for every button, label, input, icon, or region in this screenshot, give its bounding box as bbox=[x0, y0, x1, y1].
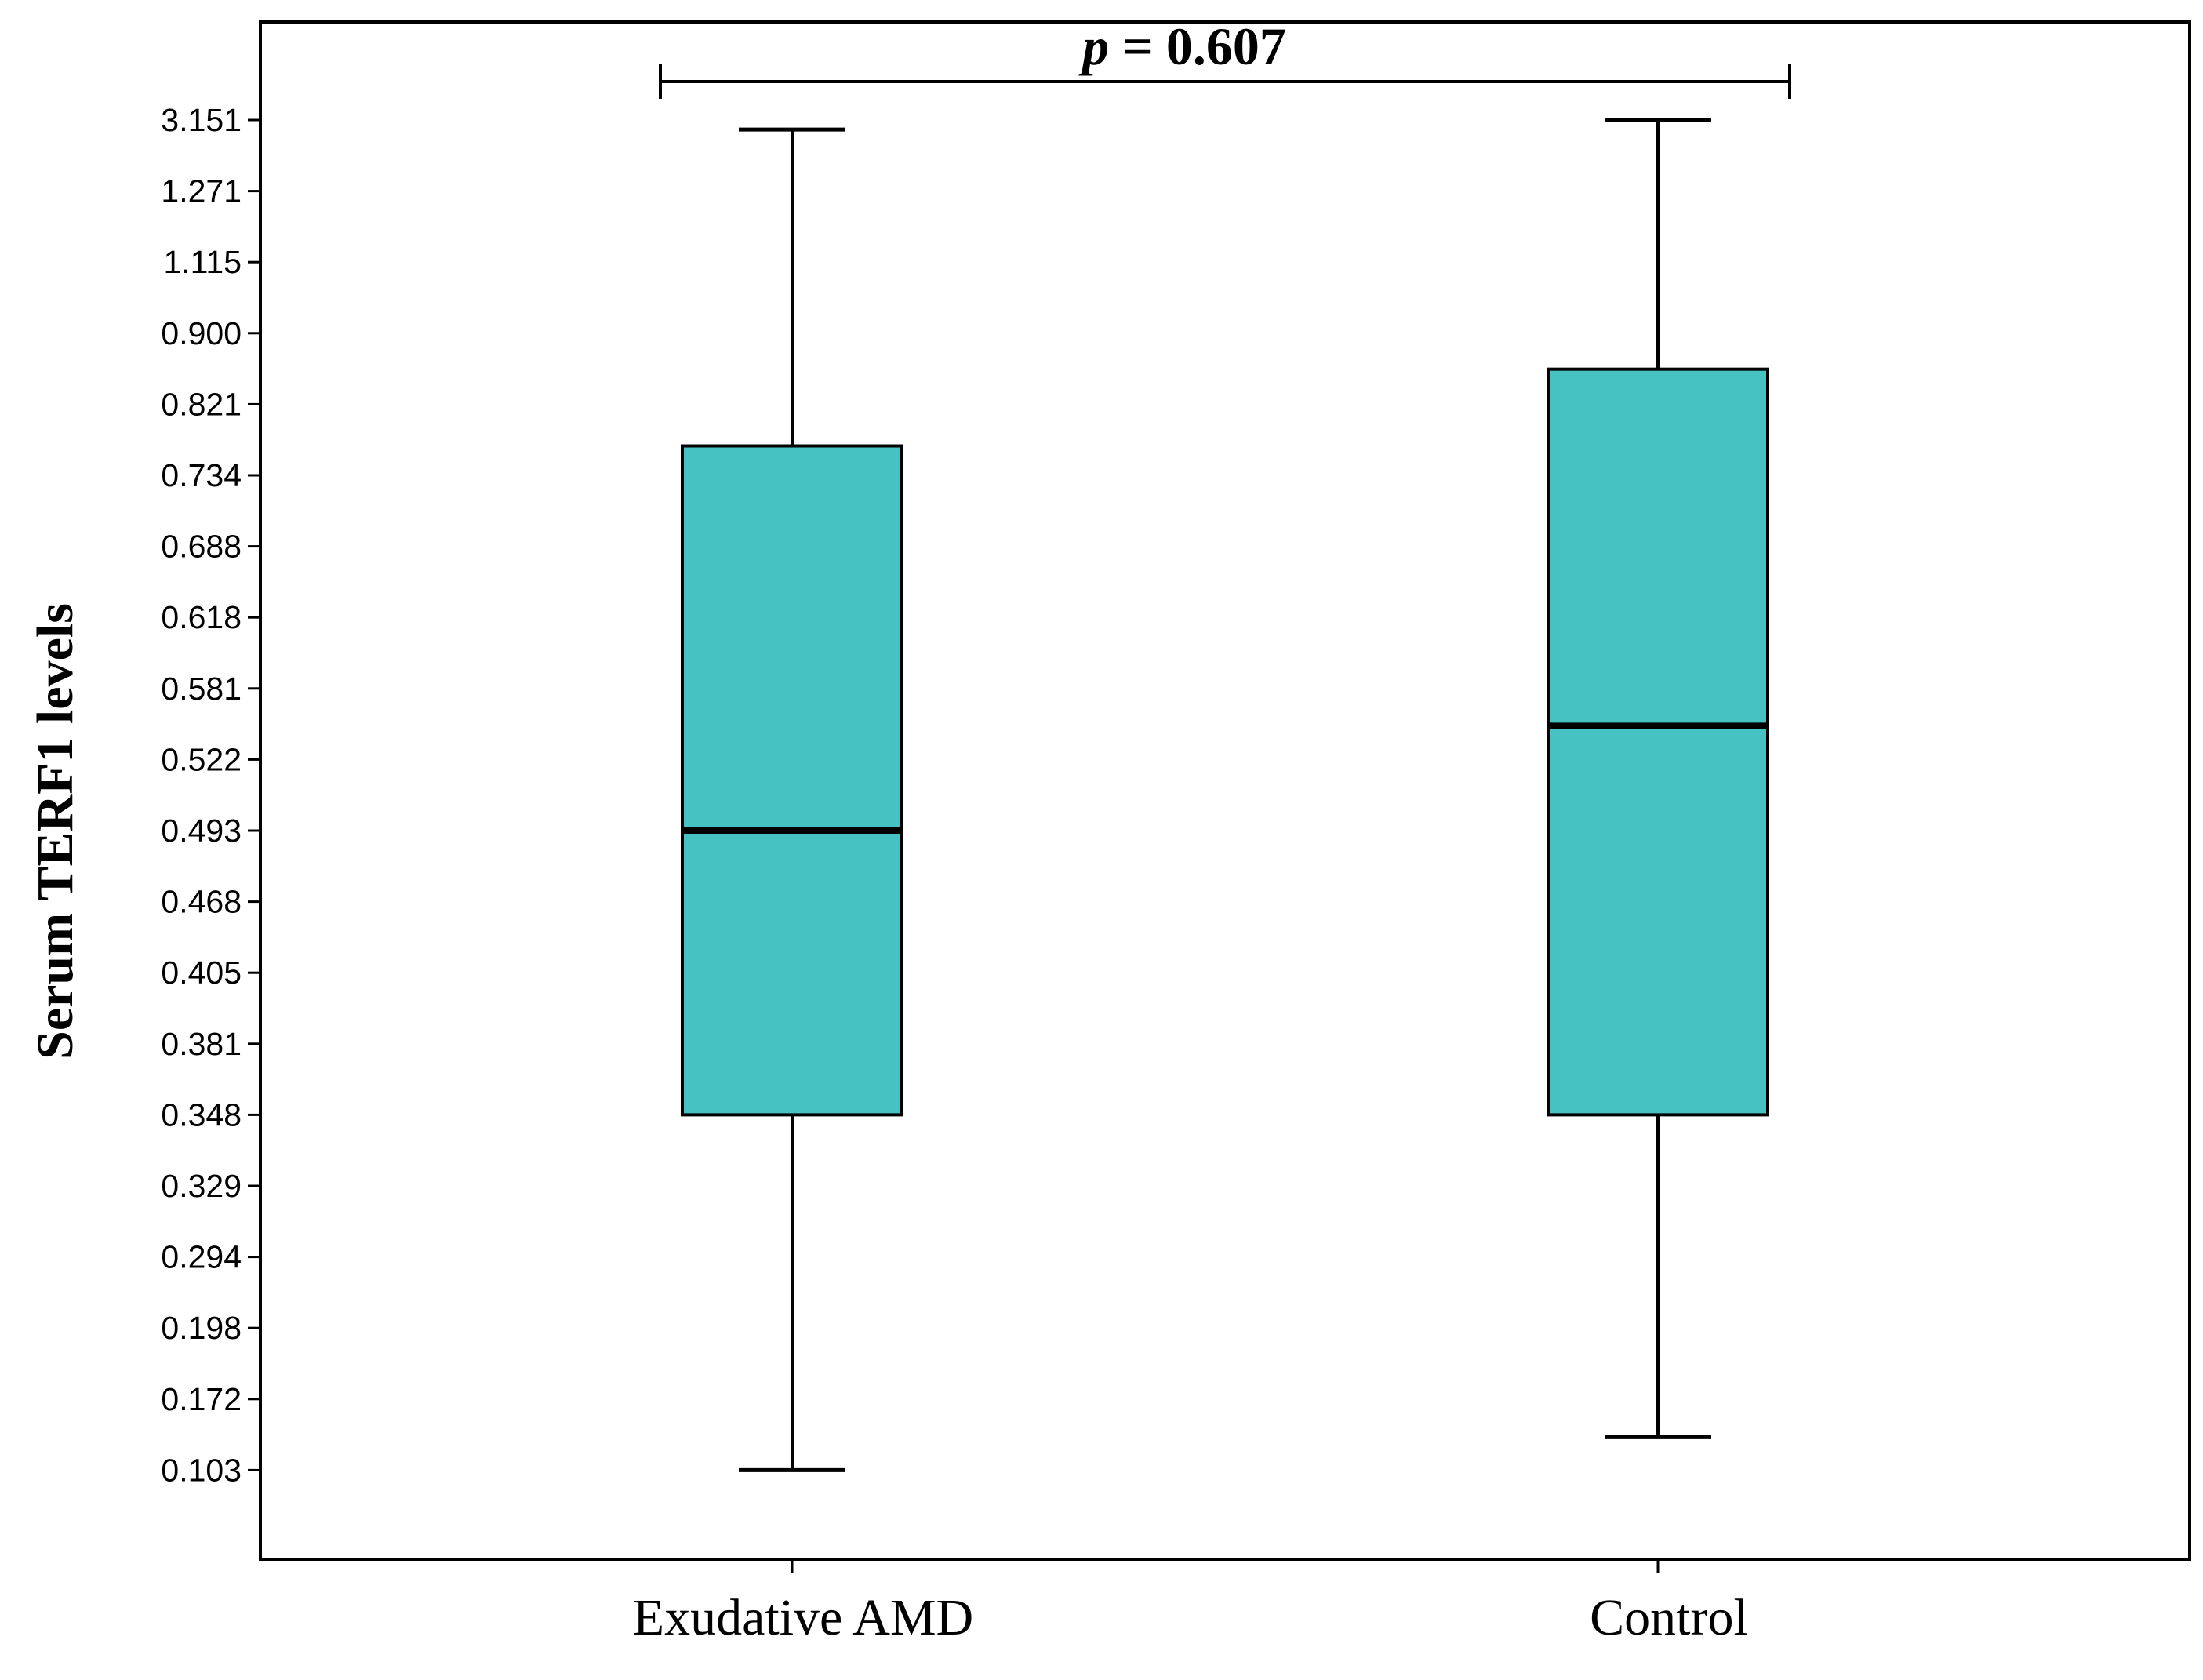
plot-frame bbox=[259, 20, 2191, 1561]
y-tick-label: 0.688 bbox=[161, 529, 242, 565]
x-tick-label: Control bbox=[1590, 1589, 1748, 1646]
x-axis: Exudative AMD Control bbox=[633, 1559, 1748, 1646]
y-tick-label: 0.734 bbox=[161, 457, 242, 493]
y-tick-label: 0.522 bbox=[161, 741, 242, 777]
y-tick-label: 1.271 bbox=[161, 173, 242, 209]
y-tick-label: 0.493 bbox=[161, 813, 242, 849]
y-tick-label: 0.581 bbox=[161, 671, 242, 707]
y-tick-label: 1.115 bbox=[163, 244, 242, 280]
y-tick-label: 0.900 bbox=[161, 315, 242, 351]
box-group bbox=[681, 127, 903, 1472]
y-tick-label: 0.103 bbox=[161, 1452, 242, 1488]
y-axis: 3.151 1.271 1.115 0.900 0.821 0.734 0.688 0.618… bbox=[161, 102, 260, 1488]
y-tick-label: 0.821 bbox=[161, 386, 242, 422]
y-tick-label: 0.348 bbox=[161, 1096, 242, 1133]
p-value-label: p = 0.607 bbox=[1078, 16, 1286, 76]
y-axis-title: Serum TERF1 levels bbox=[27, 603, 84, 1060]
y-tick-label: 0.198 bbox=[161, 1310, 242, 1346]
y-tick-label: 0.405 bbox=[161, 955, 242, 991]
y-tick-label: 0.618 bbox=[161, 599, 242, 635]
y-tick-label: 0.381 bbox=[161, 1026, 242, 1062]
x-tick-label: Exudative AMD bbox=[633, 1589, 973, 1646]
box-group bbox=[1547, 118, 1769, 1439]
y-tick-label: 0.468 bbox=[161, 884, 242, 920]
y-tick-label: 0.172 bbox=[161, 1381, 242, 1417]
significance-bracket: p = 0.607 bbox=[659, 16, 1791, 99]
p-value-number: = 0.607 bbox=[1109, 16, 1286, 76]
iqr-box bbox=[681, 444, 903, 1117]
p-value-symbol: p bbox=[1078, 16, 1109, 76]
iqr-box bbox=[1547, 367, 1769, 1117]
y-tick-label: 0.329 bbox=[161, 1168, 242, 1204]
y-tick-label: 0.294 bbox=[161, 1239, 242, 1275]
y-tick-label: 3.151 bbox=[161, 102, 242, 138]
boxes bbox=[681, 118, 1769, 1472]
